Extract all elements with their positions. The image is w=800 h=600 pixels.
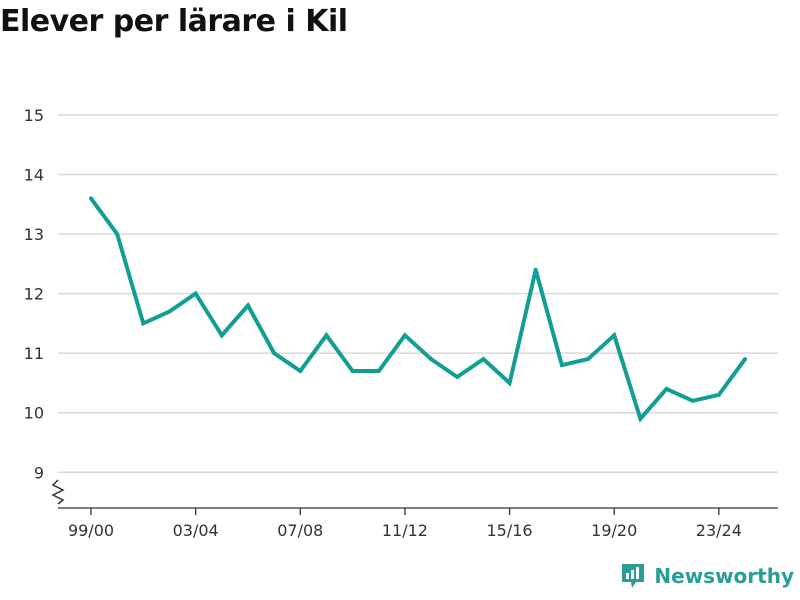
grid-lines [58, 114, 778, 474]
data-point-99/00 [89, 196, 93, 201]
x-tick-label-23/24: 23/24 [696, 521, 742, 540]
series-layer [89, 196, 747, 423]
x-tick-label-03/04: 03/04 [173, 521, 219, 540]
x-tick-label-07/08: 07/08 [277, 521, 323, 540]
data-point-06/07 [272, 351, 277, 356]
data-point-23/24 [716, 392, 721, 397]
data-point-04/05 [219, 333, 224, 338]
data-point-24/25 [743, 357, 747, 362]
brand: Newsworthy [620, 562, 794, 590]
brand-name: Newsworthy [654, 564, 794, 588]
data-point-15/16 [507, 380, 512, 385]
y-tick-label-13: 13 [24, 225, 44, 244]
x-tick-label-99/00: 99/00 [68, 521, 114, 540]
data-point-01/02 [141, 321, 146, 326]
y-tick-label-14: 14 [24, 166, 44, 185]
data-point-11/12 [402, 333, 407, 338]
data-point-07/08 [298, 369, 303, 374]
y-tick-label-12: 12 [24, 285, 44, 304]
data-point-13/14 [455, 375, 460, 379]
data-point-10/11 [376, 369, 381, 374]
data-point-12/13 [429, 357, 434, 362]
axis-break-icon [51, 479, 65, 505]
y-tick-label-10: 10 [24, 404, 44, 423]
y-tick-label-9: 9 [34, 463, 44, 482]
data-point-19/20 [612, 333, 617, 338]
data-point-20/21 [638, 416, 643, 421]
axes: 9 10 11 12 13 14 15 99/00 03/04 07/08 11/12 15/16 19… [24, 106, 778, 540]
y-tick-label-15: 15 [24, 106, 44, 125]
newsworthy-logo-icon [622, 564, 645, 588]
x-tick-label-15/16: 15/16 [487, 521, 533, 540]
x-tick-label-11/12: 11/12 [382, 521, 428, 540]
chart-title: Elever per lärare i Kil [0, 4, 348, 39]
data-point-14/15 [481, 357, 486, 362]
data-point-00/01 [115, 232, 120, 237]
y-tick-label-11: 11 [24, 344, 44, 363]
data-point-03/04 [193, 291, 198, 296]
data-point-09/10 [350, 369, 355, 374]
series-line-0 [89, 197, 747, 423]
data-point-22/23 [690, 398, 695, 403]
data-point-17/18 [559, 363, 564, 368]
data-point-08/09 [324, 333, 329, 338]
data-point-18/19 [586, 357, 591, 362]
data-point-16/17 [533, 267, 538, 272]
data-point-05/06 [245, 303, 250, 308]
data-point-02/03 [167, 309, 172, 314]
data-point-21/22 [664, 386, 669, 391]
x-tick-label-19/20: 19/20 [591, 521, 637, 540]
